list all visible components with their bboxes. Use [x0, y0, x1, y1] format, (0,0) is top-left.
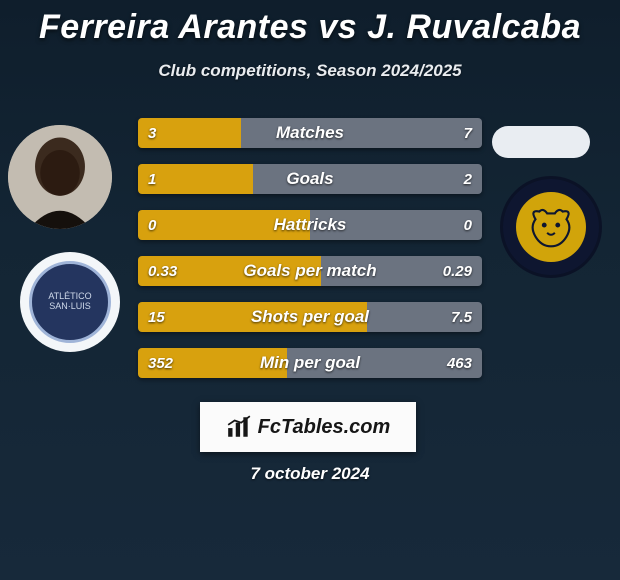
stat-row: Goals per match0.330.29 [138, 256, 482, 286]
stat-row: Hattricks00 [138, 210, 482, 240]
player-head-silhouette-icon [8, 125, 112, 229]
club-left-crest: ATLÉTICOSAN·LUIS [20, 252, 120, 352]
stat-left-fill [138, 118, 241, 148]
club-right-crest [500, 176, 602, 278]
bar-chart-icon [226, 414, 252, 440]
stat-right-fill [310, 210, 482, 240]
stat-bars: Matches37 Goals12 Hattricks00 Goals per mat… [138, 118, 482, 394]
club-right-crest-inner [516, 192, 586, 262]
date-line: 7 october 2024 [0, 464, 620, 484]
stat-right-fill [241, 118, 482, 148]
brand-box: FcTables.com [200, 402, 416, 452]
comparison-infographic: Ferreira Arantes vs J. Ruvalcaba Club co… [0, 0, 620, 580]
stat-right-fill [367, 302, 482, 332]
page-title: Ferreira Arantes vs J. Ruvalcaba [0, 0, 620, 47]
stat-left-fill [138, 164, 253, 194]
stat-row: Matches37 [138, 118, 482, 148]
stat-row: Goals12 [138, 164, 482, 194]
subtitle: Club competitions, Season 2024/2025 [0, 61, 620, 81]
stat-row: Min per goal352463 [138, 348, 482, 378]
stat-right-fill [253, 164, 482, 194]
stat-left-fill [138, 348, 287, 378]
player-left-photo [8, 125, 112, 229]
stat-right-fill [321, 256, 482, 286]
stat-left-fill [138, 210, 310, 240]
brand-text: FcTables.com [258, 416, 391, 439]
content-area: ATLÉTICOSAN·LUIS Matches37 Goals12 Hattric… [0, 110, 620, 450]
club-left-crest-inner: ATLÉTICOSAN·LUIS [29, 261, 111, 343]
player-right-pill-icon [492, 126, 590, 158]
stat-left-fill [138, 256, 321, 286]
puma-head-icon [522, 198, 580, 256]
stat-row: Shots per goal157.5 [138, 302, 482, 332]
stat-left-fill [138, 302, 367, 332]
club-left-crest-text: ATLÉTICOSAN·LUIS [48, 292, 91, 312]
stat-right-fill [287, 348, 482, 378]
